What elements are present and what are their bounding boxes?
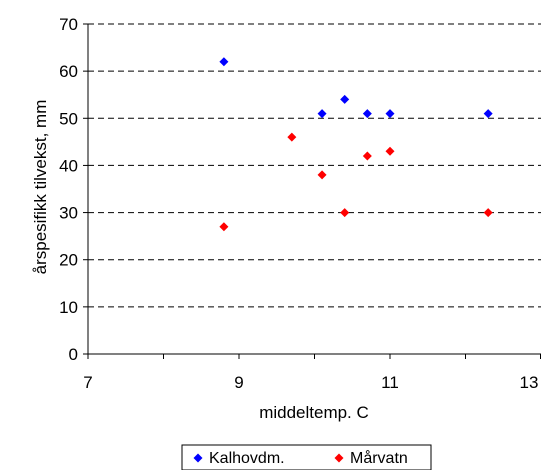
data-point-marvatn <box>317 170 327 180</box>
y-tick-label: 20 <box>59 251 78 270</box>
y-tick-label: 60 <box>59 62 78 81</box>
data-points <box>219 57 493 232</box>
legend-marker-marvatn <box>334 453 344 463</box>
data-point-kalhovdm <box>340 94 350 104</box>
data-point-kalhovdm <box>385 109 395 119</box>
legend-marker-kalhovdm <box>193 453 203 463</box>
y-tick-label: 10 <box>59 298 78 317</box>
x-tick-label: 11 <box>381 373 399 392</box>
data-point-kalhovdm <box>317 109 327 119</box>
data-point-kalhovdm <box>483 109 493 119</box>
y-tick-label: 40 <box>59 156 78 175</box>
data-point-marvatn <box>483 208 493 218</box>
data-point-marvatn <box>340 208 350 218</box>
x-axis-title: middeltemp. C <box>259 403 369 422</box>
y-axis-title: årspesifikk tilvekst, mm <box>31 100 50 275</box>
data-point-marvatn <box>287 132 297 142</box>
data-point-marvatn <box>219 222 229 232</box>
axes <box>83 23 541 359</box>
x-tick-label: 13 <box>520 373 539 392</box>
gridlines <box>88 23 541 308</box>
y-tick-label: 30 <box>59 204 78 223</box>
tick-labels: 0 10 20 30 40 50 60 70 7 9 11 13 <box>59 15 538 392</box>
data-point-kalhovdm <box>362 109 372 119</box>
legend-box <box>181 444 432 470</box>
data-point-kalhovdm <box>219 57 229 67</box>
data-point-marvatn <box>385 146 395 156</box>
y-tick-label: 70 <box>59 15 78 34</box>
legend: Kalhovdm. Mårvatn <box>181 444 432 470</box>
x-tick-label: 9 <box>234 373 243 392</box>
legend-label-marvatn: Mårvatn <box>350 449 408 467</box>
y-tick-label: 0 <box>69 345 78 364</box>
y-tick-label: 50 <box>59 109 78 128</box>
x-tick-label: 7 <box>83 373 92 392</box>
data-point-marvatn <box>362 151 372 161</box>
legend-label-kalhovdm: Kalhovdm. <box>209 450 285 467</box>
